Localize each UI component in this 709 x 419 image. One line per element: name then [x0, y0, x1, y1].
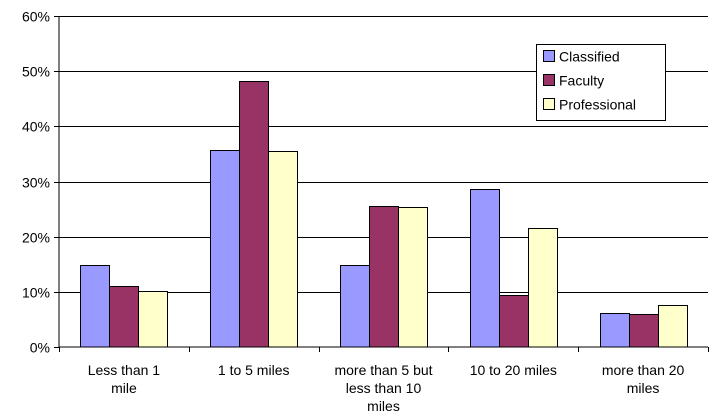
x-axis-ticks — [59, 347, 709, 352]
x-category-label-line: miles — [367, 398, 400, 414]
legend-label-classified: Classified — [559, 49, 620, 65]
x-category-label-line: more than 5 but — [334, 362, 432, 378]
axes — [58, 16, 708, 348]
x-category-label-line: more than 20 — [602, 362, 685, 378]
y-tick-label: 40% — [22, 119, 50, 135]
legend-label-faculty: Faculty — [559, 73, 604, 89]
x-category-label: 10 to 20 miles — [470, 362, 557, 378]
bar-faculty — [109, 286, 139, 348]
x-category-label-line: mile — [111, 380, 137, 396]
bar-faculty — [499, 295, 529, 348]
x-axis-category-labels: Less than 1 mile 1 to 5 miles more than 5 b… — [88, 362, 685, 414]
bar-classified — [340, 265, 370, 348]
y-tick-label: 50% — [22, 64, 50, 80]
bar-professional — [268, 151, 298, 348]
legend: Classified Faculty Professional — [536, 44, 666, 121]
legend-swatch-classified — [543, 50, 555, 62]
y-tick-label: 10% — [22, 285, 50, 301]
legend-label-professional: Professional — [559, 97, 636, 113]
bar-classified — [80, 265, 110, 348]
legend-swatch-faculty — [543, 74, 555, 86]
x-category-label-line: 1 to 5 miles — [218, 362, 290, 378]
x-category-label-line: less than 10 — [346, 380, 422, 396]
y-tick-label: 0% — [30, 340, 50, 356]
y-tick-label: 30% — [22, 175, 50, 191]
bar-faculty — [369, 206, 399, 348]
x-category-label: 1 to 5 miles — [218, 362, 290, 378]
x-category-label: Less than 1 mile — [88, 362, 161, 396]
x-category-label-line: miles — [627, 380, 660, 396]
bar-professional — [528, 228, 558, 348]
bar-faculty — [629, 314, 659, 348]
x-category-label-line: 10 to 20 miles — [470, 362, 557, 378]
bar-professional — [138, 291, 168, 348]
y-tick-label: 20% — [22, 230, 50, 246]
y-axis-ticks: 0% 10% 20% 30% 40% 50% 60% — [22, 9, 59, 356]
x-category-label-line: Less than 1 — [88, 362, 161, 378]
x-category-label: more than 20 miles — [602, 362, 685, 396]
gridlines — [59, 16, 708, 293]
bar-professional — [658, 305, 688, 348]
x-category-label: more than 5 but less than 10 miles — [334, 362, 432, 414]
y-tick-label: 60% — [22, 9, 50, 25]
bar-faculty — [239, 81, 269, 348]
bar-classified — [600, 313, 630, 348]
legend-box — [536, 44, 666, 121]
bar-classified — [210, 150, 240, 348]
bar-classified — [470, 189, 500, 348]
bar-professional — [398, 207, 428, 348]
bars — [80, 81, 688, 348]
legend-swatch-professional — [543, 98, 555, 110]
